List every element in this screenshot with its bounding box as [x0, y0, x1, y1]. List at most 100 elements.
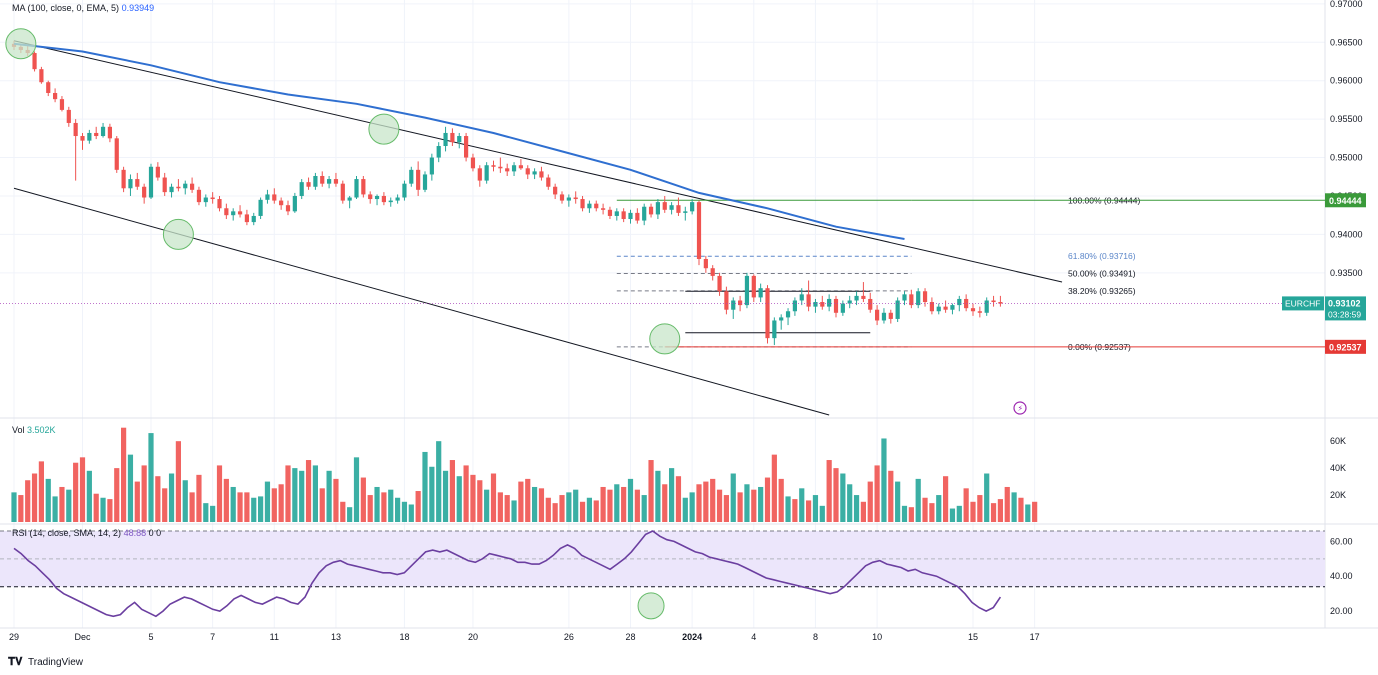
ma-legend-label: MA (100, close, 0, EMA, 5) — [12, 3, 120, 13]
time-tick-label: 29 — [9, 632, 19, 642]
candle-body — [87, 132, 92, 141]
time-tick-label: 8 — [813, 632, 818, 642]
candle-body — [875, 309, 880, 321]
swing-marker — [162, 218, 194, 250]
axes: 0.935000.940000.945000.950000.955000.960… — [9, 0, 1363, 642]
volume-bar — [936, 495, 942, 522]
candle-body — [388, 200, 393, 203]
swing-marker — [649, 323, 681, 355]
candle-body — [827, 298, 832, 307]
volume-bar — [881, 438, 887, 522]
volume-bar — [381, 492, 387, 522]
candle-body — [943, 306, 948, 310]
candle-body — [628, 212, 633, 220]
candle-body — [306, 182, 311, 187]
candle-body — [614, 211, 619, 216]
candle-body — [409, 169, 414, 184]
price-tick-label: 0.95000 — [1330, 153, 1363, 163]
candle-body — [155, 166, 160, 178]
volume-bar — [552, 503, 558, 522]
candle-body — [190, 183, 195, 190]
last-price-tag-value: 0.93102 — [1328, 298, 1361, 308]
volume-bar — [1032, 501, 1038, 522]
volume-bar — [388, 489, 394, 522]
candle-body — [203, 197, 208, 203]
fib-level-label: 61.80% (0.93716) — [1068, 251, 1136, 261]
fibonacci-retracement[interactable]: 100.00% (0.94444)61.80% (0.93716)50.00% … — [616, 195, 1325, 352]
swing-markers: ⚡ — [5, 28, 1027, 415]
price-tick-label: 0.96000 — [1330, 76, 1363, 86]
candle-body — [587, 203, 592, 209]
candle-body — [313, 175, 318, 187]
volume-bar — [73, 462, 79, 522]
vol-legend[interactable]: Vol 3.502K — [12, 425, 56, 435]
volume-bar — [182, 480, 188, 522]
candle-body — [676, 205, 681, 213]
swing-marker — [5, 28, 37, 60]
volume-tick-label: 60K — [1330, 436, 1346, 446]
fib-price-tag — [1325, 339, 1366, 354]
volume-bar — [723, 495, 729, 522]
volume-bar — [223, 478, 229, 522]
fib-price-tag-text: 0.92537 — [1329, 342, 1362, 352]
volume-bar — [305, 460, 312, 522]
candle-body — [806, 294, 811, 307]
volume-bar — [716, 489, 723, 522]
volume-bar — [641, 495, 647, 522]
ma-legend[interactable]: MA (100, close, 0, EMA, 5) 0.93949 — [12, 3, 154, 13]
tradingview-logo[interactable]: 𝐓𝐕 TradingView — [8, 656, 83, 669]
volume-bar — [456, 476, 462, 522]
volume-bar — [1018, 497, 1024, 522]
candle-body — [881, 312, 887, 321]
candle-body — [135, 179, 140, 187]
candle-body — [73, 122, 78, 137]
volume-bar — [648, 460, 654, 522]
candle-body — [347, 197, 352, 201]
volume-bar — [490, 473, 497, 522]
candle-body — [183, 183, 188, 189]
volume-bar — [600, 486, 606, 522]
candle-body — [833, 298, 839, 313]
candle-body — [320, 175, 325, 184]
volume-bar — [634, 489, 640, 522]
candle-body — [498, 166, 503, 169]
volume-bar — [764, 477, 771, 522]
candle-body — [642, 206, 647, 221]
volume-bar — [52, 496, 58, 522]
volume-bar — [45, 478, 51, 522]
volume-bar — [696, 484, 702, 522]
candle-body — [66, 109, 71, 123]
candle-body — [738, 300, 743, 306]
volume-bar — [66, 489, 72, 522]
rsi-swing-marker — [637, 592, 665, 620]
candle-body — [217, 199, 222, 209]
candle-body — [621, 211, 626, 220]
candle-body — [731, 300, 736, 310]
rsi-legend-value: 48.88 — [123, 528, 147, 538]
volume-bar — [840, 473, 846, 522]
candle-body — [546, 177, 551, 187]
volume-bar — [538, 488, 545, 522]
volume-bar — [682, 497, 688, 522]
candle-body — [94, 132, 99, 137]
candle-body — [573, 197, 578, 200]
volume-bar — [525, 478, 531, 522]
volume-bar — [114, 468, 120, 522]
candle-body — [998, 302, 1003, 304]
volume-bar — [86, 470, 92, 522]
candle-body — [607, 209, 613, 216]
candle-body — [354, 179, 359, 198]
candle-body — [977, 311, 982, 313]
rsi-legend[interactable]: RSI (14, close, SMA, 14, 2) 48.88 0 0 — [12, 528, 161, 538]
candle-body — [868, 298, 873, 310]
time-tick-label: 28 — [625, 632, 635, 642]
candle-body — [402, 183, 407, 198]
volume-bar — [278, 484, 284, 522]
volume-bar — [470, 474, 476, 522]
volume-bar — [785, 496, 791, 522]
volume-bar — [360, 477, 366, 522]
tradingview-logo-text: TradingView — [28, 657, 84, 668]
candle-body — [128, 179, 133, 189]
volume-bar — [943, 476, 949, 522]
